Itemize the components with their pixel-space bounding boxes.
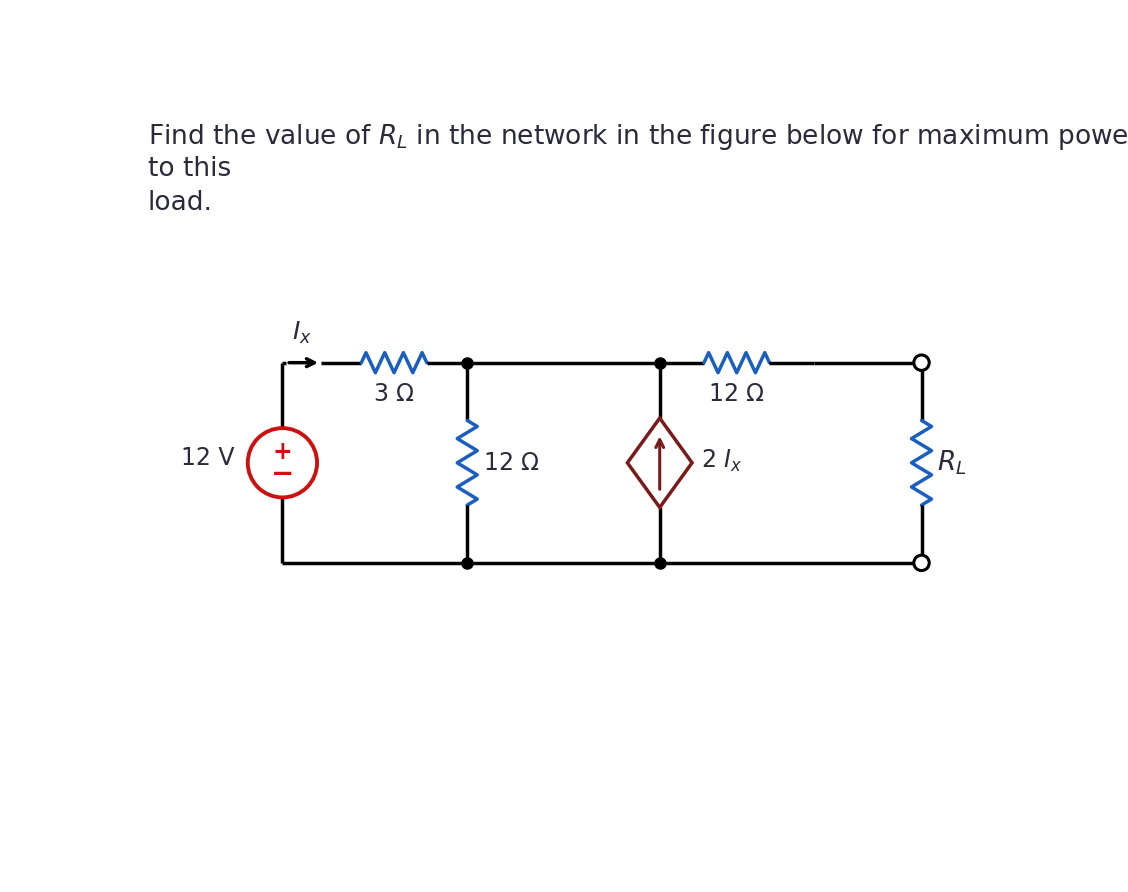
Text: 12 $\Omega$: 12 $\Omega$	[483, 450, 539, 475]
Text: to this: to this	[148, 156, 231, 182]
Text: $I_x$: $I_x$	[292, 319, 312, 346]
Text: 2 $I_x$: 2 $I_x$	[702, 448, 742, 474]
Text: −: −	[271, 459, 294, 488]
Text: Find the value of $R_L$ in the network in the figure below for maximum power tra: Find the value of $R_L$ in the network i…	[148, 122, 1128, 153]
Text: 3 $\Omega$: 3 $\Omega$	[373, 382, 415, 406]
Text: +: +	[273, 440, 292, 464]
Text: load.: load.	[148, 190, 213, 216]
Text: $R_L$: $R_L$	[937, 449, 967, 477]
Text: 12 $\Omega$: 12 $\Omega$	[708, 382, 765, 406]
Text: 12 V: 12 V	[182, 446, 235, 470]
Circle shape	[914, 555, 929, 571]
Circle shape	[914, 355, 929, 370]
